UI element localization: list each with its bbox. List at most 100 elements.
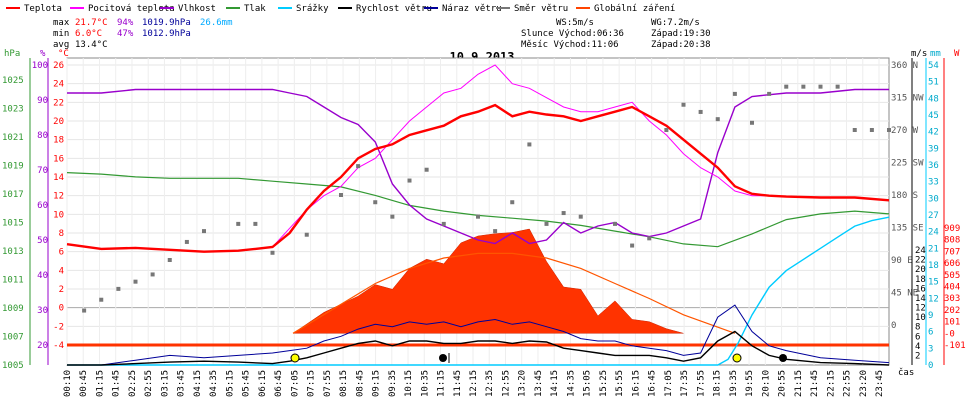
celsius-tick-10: 16	[53, 154, 64, 164]
legend-label-1: Pocitová teplota	[88, 4, 175, 14]
wind-dir-point	[236, 221, 241, 226]
celsius-tick-2: 0	[59, 304, 64, 314]
wind-dir-point	[561, 211, 566, 216]
wind-dir-point	[356, 164, 361, 169]
x-tick-17: 08:15	[339, 370, 349, 397]
x-tick-27: 12:55	[501, 370, 511, 397]
axis-unit-mm: mm	[930, 49, 941, 59]
x-tick-20: 09:35	[388, 370, 398, 397]
winddir-tick-7: 315 NW	[891, 94, 924, 104]
info-moon-rise: Měsíc Východ:11:06	[521, 40, 619, 50]
w-tick-9: 808	[944, 236, 960, 246]
wind-dir-point	[852, 128, 857, 132]
percent-tick-0: 20	[37, 341, 48, 351]
sun-moon-info: WS:5m/s WG:7.2m/s Slunce Východ:06:36 Zá…	[521, 18, 711, 50]
percent-tick-7: 90	[37, 96, 48, 106]
celsius-tick-1: -2	[53, 322, 64, 332]
legend-label-3: Tlak	[244, 4, 266, 14]
mm-tick-8: 24	[928, 228, 939, 238]
ms-tick-2: 6	[915, 332, 920, 342]
percent-tick-6: 80	[37, 131, 48, 141]
info-ws: WS:5m/s	[556, 18, 594, 28]
hpa-tick-7: 1019	[2, 162, 24, 172]
x-tick-50: 23:45	[875, 370, 885, 397]
stats-max-label: max	[53, 18, 70, 28]
celsius-tick-9: 14	[53, 173, 64, 183]
wind-dir-point	[390, 214, 395, 219]
celsius-tick-6: 8	[59, 229, 64, 239]
stats-max-rain: 26.6mm	[200, 18, 233, 28]
x-tick-43: 20:10	[761, 370, 771, 397]
ms-tick-5: 12	[915, 304, 926, 314]
stats-min-press: 1012.9hPa	[142, 29, 191, 39]
hpa-tick-8: 1021	[2, 133, 24, 143]
x-tick-40: 18:15	[713, 370, 723, 397]
mm-tick-0: 0	[928, 361, 933, 371]
moonset-marker	[779, 354, 787, 362]
mm-tick-17: 51	[928, 78, 939, 88]
w-tick-4: 303	[944, 294, 960, 304]
winddir-tick-3: 135 SE	[891, 224, 924, 234]
wind-dir-point	[869, 128, 874, 132]
legend-label-8: Globální záření	[594, 4, 675, 14]
w-tick-6: 505	[944, 271, 960, 281]
w-tick-7: 606	[944, 259, 960, 269]
x-tick-26: 12:35	[485, 370, 495, 397]
w-tick-3: 202	[944, 306, 960, 316]
winddir-tick-0: 0	[891, 321, 896, 331]
x-tick-13: 06:45	[274, 370, 284, 397]
percent-tick-5: 70	[37, 166, 48, 176]
wind-dir-point	[99, 297, 104, 302]
hpa-tick-2: 1009	[2, 304, 24, 314]
hpa-tick-10: 1025	[2, 76, 24, 86]
series-rychlost-v-tru	[67, 330, 890, 366]
mm-tick-13: 39	[928, 144, 939, 154]
x-tick-49: 23:20	[859, 370, 869, 397]
percent-tick-8: 100	[32, 61, 48, 71]
x-tick-4: 02:25	[128, 370, 138, 397]
x-tick-36: 16:45	[648, 370, 658, 397]
series-teplota	[66, 103, 890, 253]
wind-dir-point	[544, 221, 549, 226]
x-tick-35: 16:15	[631, 370, 641, 397]
wind-dir-point	[133, 279, 138, 284]
x-axis-ticks: 00:10 00:45 01:15 01:45 02:25 02:55 03:15 03:45…	[63, 370, 885, 397]
x-tick-32: 15:05	[583, 370, 593, 397]
percent-tick-1: 30	[37, 306, 48, 316]
x-tick-11: 05:45	[242, 370, 252, 397]
ms-tick-3: 8	[915, 323, 920, 333]
x-tick-19: 09:15	[372, 370, 382, 397]
ms-tick-7: 16	[915, 284, 926, 294]
series-n-raz-v-tru	[67, 304, 890, 366]
ms-tick-6: 14	[915, 294, 926, 304]
wind-dir-point	[630, 243, 635, 248]
winddir-tick-4: 180 S	[891, 191, 918, 201]
wind-dir-point	[424, 167, 429, 172]
sun-moon-markers	[290, 353, 787, 363]
winddir-tick-6: 270 W	[891, 126, 919, 136]
stats-min-label: min	[53, 29, 69, 39]
mm-tick-3: 9	[928, 311, 933, 321]
chart-legend: Teplota Pocitová teplota Vlhkost Tlak Srážky…	[6, 4, 675, 14]
celsius-tick-12: 20	[53, 117, 64, 127]
stats-min-temp: 6.0°C	[75, 29, 102, 39]
wind-dir-point	[698, 109, 703, 114]
x-tick-8: 04:15	[193, 370, 203, 397]
axis-unit-hpa: hPa	[4, 49, 20, 59]
x-tick-28: 13:20	[518, 370, 528, 397]
stats-avg-label: avg	[53, 40, 69, 50]
celsius-tick-8: 12	[53, 192, 64, 202]
x-tick-12: 06:15	[258, 370, 268, 397]
wind-dir-point	[887, 128, 891, 132]
hpa-tick-3: 1011	[2, 276, 24, 286]
info-wg: WG:7.2m/s	[651, 18, 700, 28]
series-vlhkost	[67, 88, 889, 245]
wind-dir-point	[715, 117, 720, 122]
celsius-tick-13: 22	[53, 98, 64, 108]
x-tick-38: 17:35	[680, 370, 690, 397]
x-tick-5: 02:55	[144, 370, 154, 397]
stats-max-temp: 21.7°C	[75, 18, 108, 28]
legend-label-5: Rychlost větru	[356, 4, 432, 14]
percent-tick-3: 50	[37, 236, 48, 246]
stats-block: max 21.7°C 94% 1019.9hPa 26.6mm min 6.0°…	[53, 18, 233, 50]
